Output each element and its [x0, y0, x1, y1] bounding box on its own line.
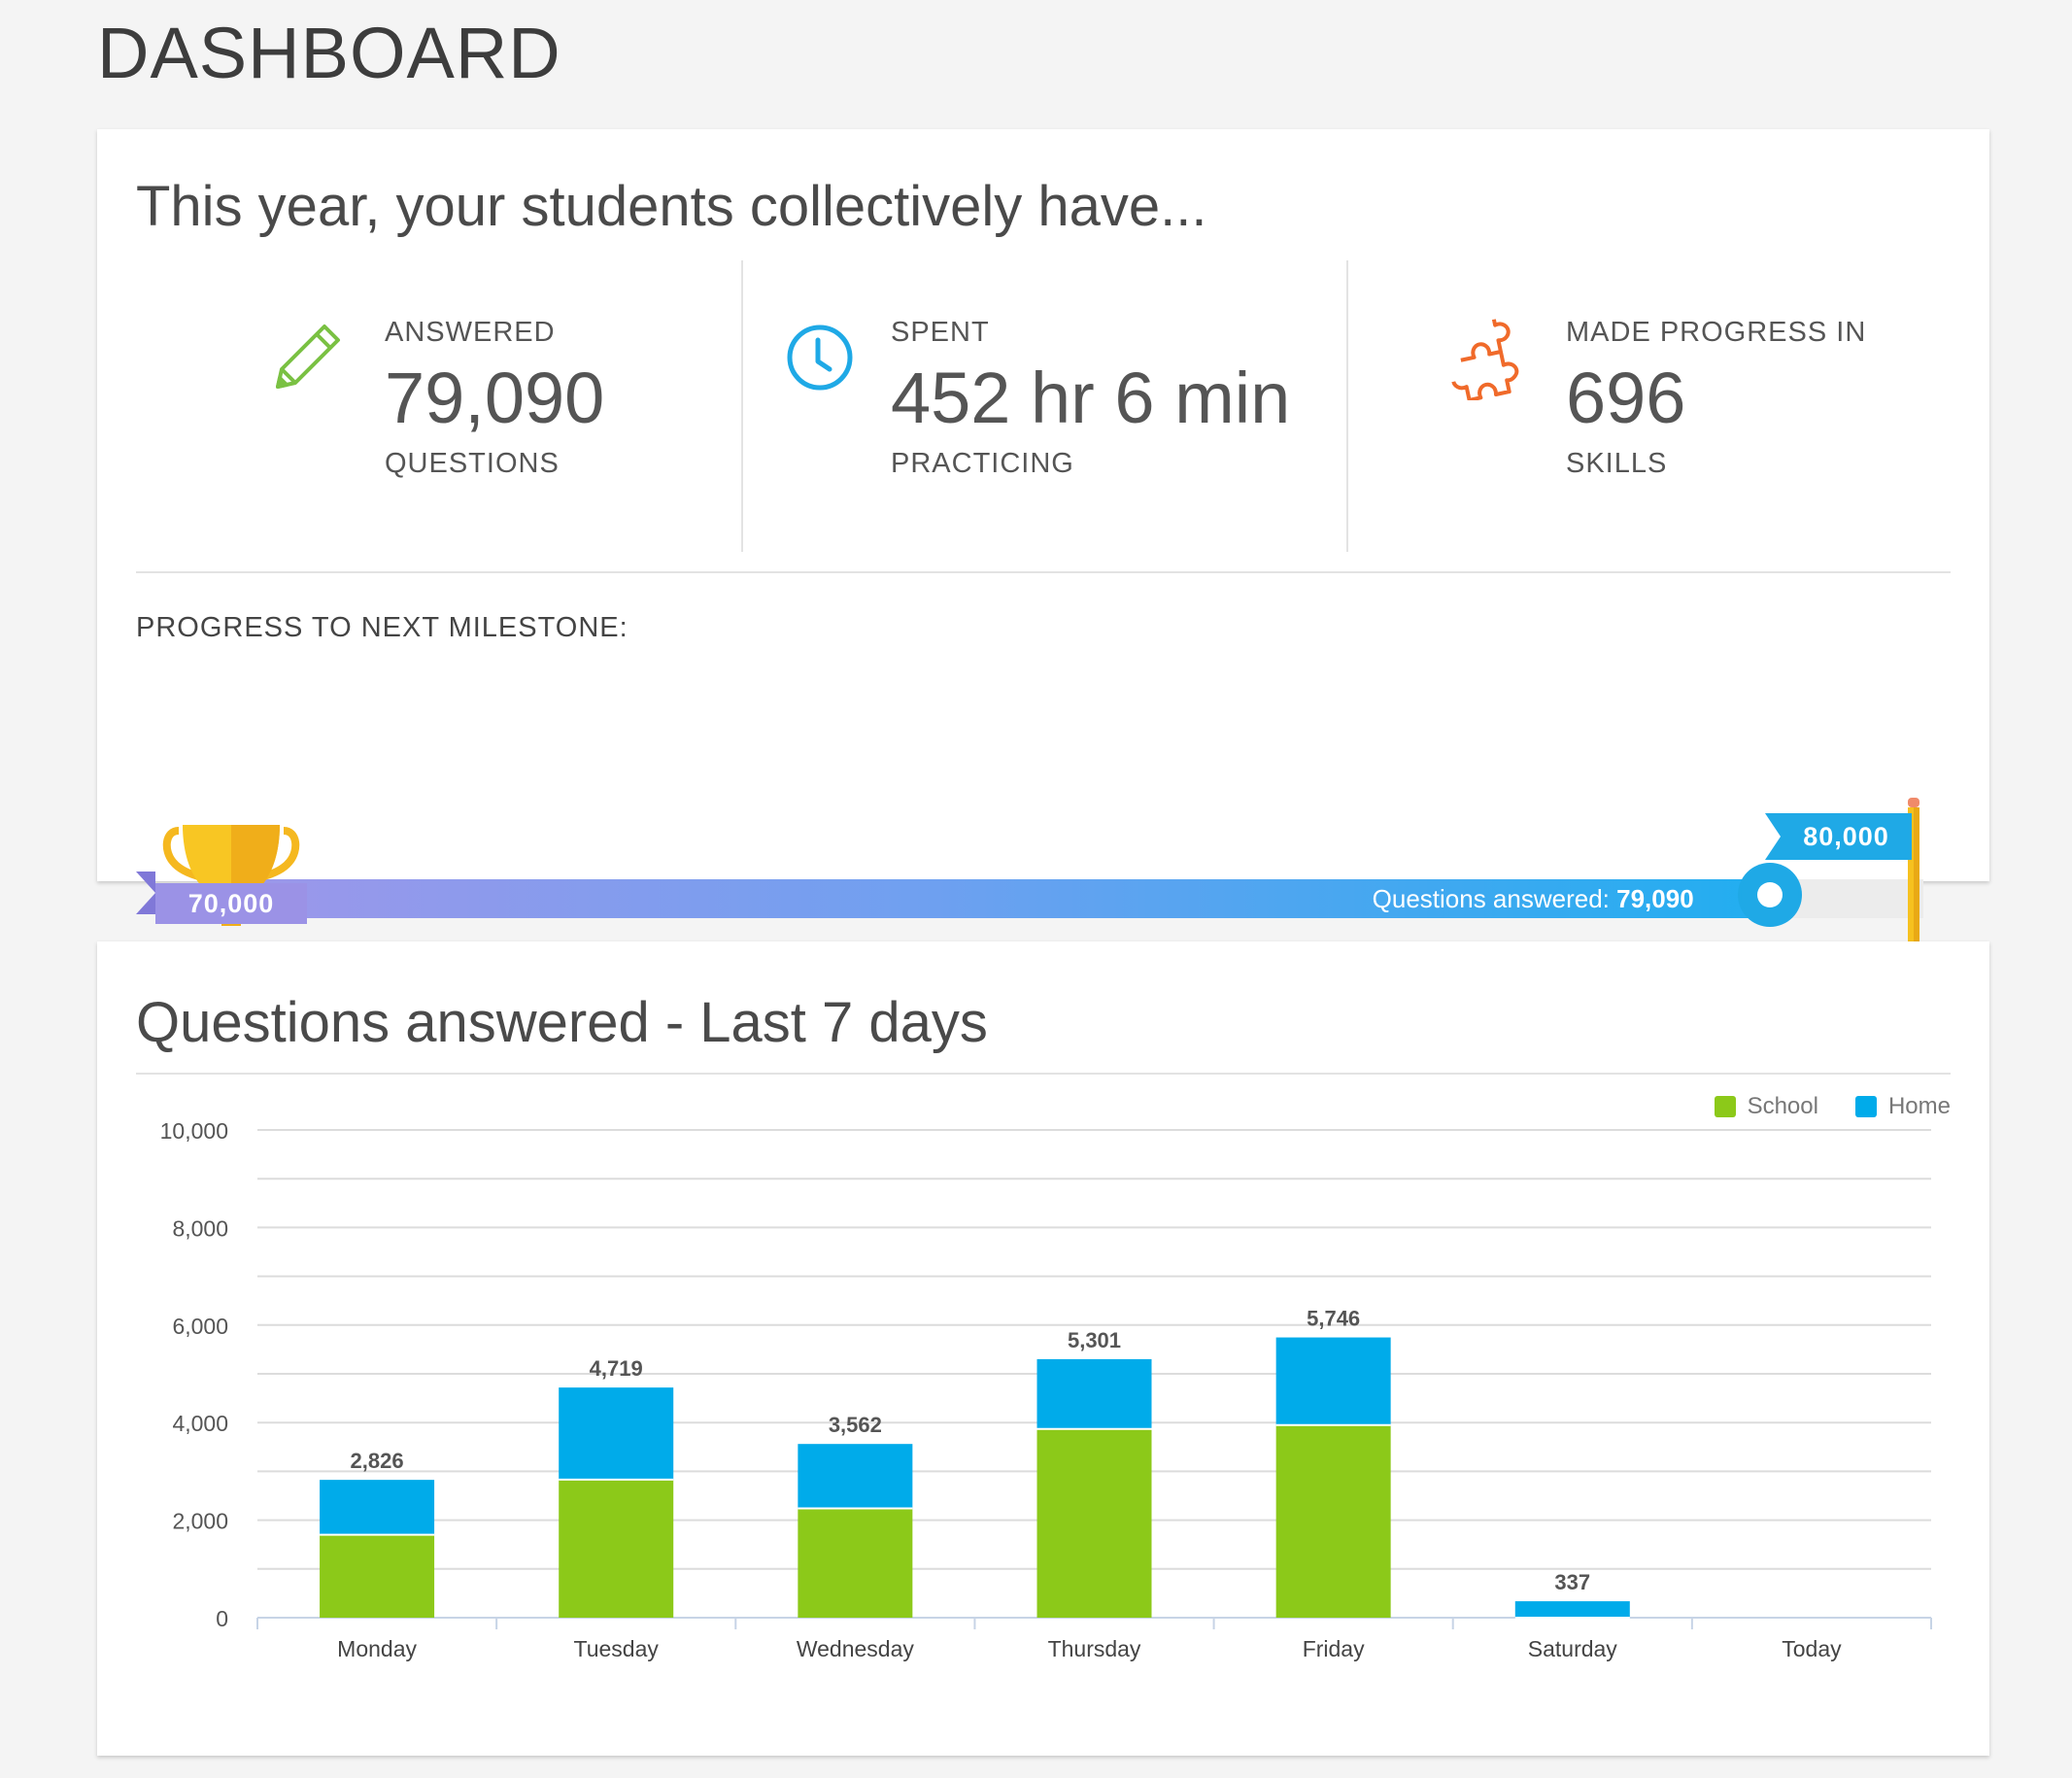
ribbon-tail: [136, 872, 155, 914]
x-tick-label: Friday: [1303, 1636, 1365, 1661]
summary-card: This year, your students collectively ha…: [97, 129, 1989, 965]
stat-label: SPENT: [891, 317, 990, 348]
bar-total-label: 5,301: [1068, 1328, 1121, 1352]
legend-label: Home: [1887, 1093, 1951, 1119]
divider: [136, 1073, 1951, 1075]
bar-total-label: 337: [1554, 1570, 1590, 1594]
stat-label: ANSWERED: [385, 317, 556, 348]
x-tick-label: Tuesday: [574, 1636, 660, 1661]
bar-school: [798, 1508, 913, 1618]
bar-home: [1036, 1358, 1152, 1429]
progress-readout-value: 79,090: [1616, 884, 1694, 913]
bar-school: [320, 1534, 435, 1618]
bar-total-label: 2,826: [351, 1449, 404, 1473]
progress-knob: [1740, 866, 1799, 924]
bar-school: [559, 1479, 674, 1618]
divider: [136, 571, 1951, 573]
stat-value: 696: [1566, 358, 1686, 438]
legend-swatch: [1854, 1096, 1877, 1117]
bar-home: [320, 1480, 435, 1535]
summary-heading: This year, your students collectively ha…: [136, 175, 1207, 238]
stats-row: ANSWERED 79,090 QUESTIONS SPENT 452 hr 6…: [136, 260, 1951, 552]
stat-divider: [741, 260, 743, 552]
stat-divider: [1346, 260, 1348, 552]
y-tick-label: 6,000: [172, 1314, 228, 1339]
bar-school: [1036, 1428, 1152, 1618]
legend-item-home[interactable]: Home: [1854, 1093, 1951, 1120]
progress-readout: Questions answered: 79,090: [1373, 879, 1694, 918]
bar-total-label: 3,562: [829, 1413, 882, 1437]
bar-home: [1514, 1601, 1630, 1618]
stat-answered-text: ANSWERED 79,090 QUESTIONS: [385, 319, 604, 478]
x-tick-label: Saturday: [1528, 1636, 1618, 1661]
y-tick-label: 10,000: [160, 1118, 228, 1144]
bar-home: [1275, 1337, 1391, 1425]
chart-legend: School Home: [1714, 1093, 1951, 1120]
x-tick-label: Wednesday: [797, 1636, 915, 1661]
progress-fill: Questions answered: 79,090: [233, 866, 1799, 924]
bar-chart: 0 2,000 4,000 6,000 8,000 10,000 Monday 2,826 Tu…: [160, 1118, 1932, 1661]
bar-total-label: 5,746: [1307, 1307, 1360, 1331]
chart-heading: Questions answered - Last 7 days: [136, 991, 988, 1054]
pencil-icon: [276, 325, 340, 389]
bar-home: [559, 1387, 674, 1480]
page-title: DASHBOARD: [97, 13, 561, 93]
stat-value: 452 hr 6 min: [891, 358, 1291, 438]
milestone-start-ribbon: 70,000: [155, 883, 307, 924]
stat-unit: PRACTICING: [891, 448, 1074, 479]
legend-swatch: [1714, 1096, 1736, 1117]
y-tick-label: 0: [216, 1606, 228, 1631]
y-tick-label: 2,000: [172, 1509, 228, 1534]
stat-progress-text: MADE PROGRESS IN 696 SKILLS: [1566, 319, 1866, 478]
milestone-end-ribbon: 80,000: [1781, 813, 1912, 860]
bar-home: [798, 1444, 913, 1509]
stat-label: MADE PROGRESS IN: [1566, 317, 1867, 348]
legend-label: School: [1747, 1093, 1818, 1119]
puzzle-icon: [1451, 319, 1519, 400]
x-tick-label: Thursday: [1048, 1636, 1141, 1661]
ribbon-tail: [1765, 813, 1781, 860]
stat-spent-text: SPENT 452 hr 6 min PRACTICING: [891, 319, 1290, 478]
x-tick-label: Today: [1782, 1636, 1842, 1661]
milestone-label: PROGRESS TO NEXT MILESTONE:: [136, 612, 628, 643]
stat-unit: QUESTIONS: [385, 448, 560, 479]
bar-school: [1275, 1424, 1391, 1618]
x-tick-label: Monday: [337, 1636, 417, 1661]
milestone-progress: Questions answered: 79,090 70,000 80,000: [136, 673, 1962, 965]
stat-unit: SKILLS: [1566, 448, 1668, 479]
bar-total-label: 4,719: [590, 1356, 643, 1381]
clock-icon: [787, 325, 853, 391]
y-tick-label: 8,000: [172, 1215, 228, 1241]
y-tick-label: 4,000: [172, 1411, 228, 1436]
progress-track: Questions answered: 79,090: [233, 866, 1923, 924]
chart-card: Questions answered - Last 7 days School …: [97, 941, 1989, 1756]
stat-value: 79,090: [385, 358, 605, 438]
progress-readout-label: Questions answered:: [1372, 884, 1610, 913]
legend-item-school[interactable]: School: [1714, 1093, 1818, 1120]
